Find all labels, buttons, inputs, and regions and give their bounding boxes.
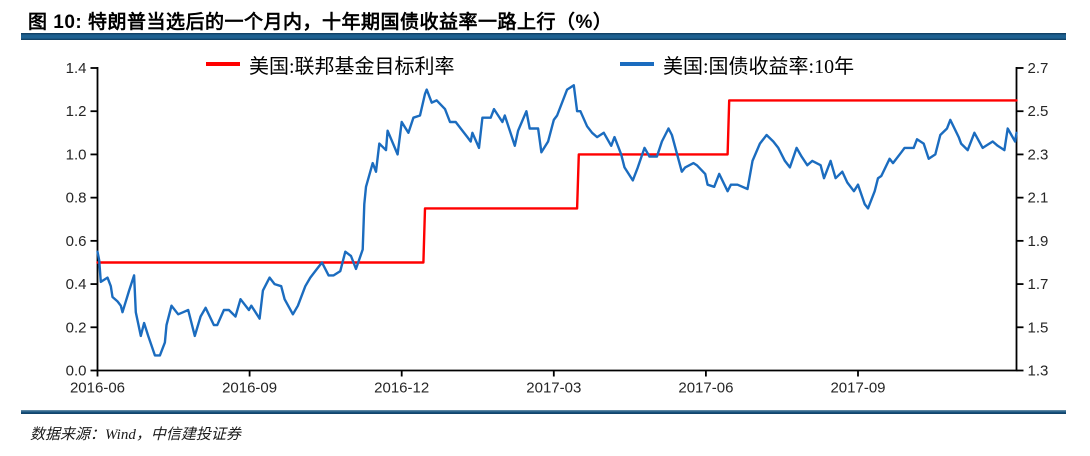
left-axis-tick-label: 0.6 bbox=[66, 233, 87, 250]
left-axis-tick-label: 0.2 bbox=[66, 319, 87, 336]
left-axis-tick-label: 1.2 bbox=[66, 103, 87, 120]
axis-frame bbox=[96, 67, 1018, 372]
legend-label-treasury-10y: 美国:国债收益率:10年 bbox=[663, 55, 855, 78]
x-axis-tick-label: 2017-09 bbox=[830, 380, 885, 397]
legend-label-fed-funds: 美国:联邦基金目标利率 bbox=[249, 55, 455, 78]
left-axis-tick-label: 1.0 bbox=[66, 146, 87, 163]
left-axis-tick-label: 0.8 bbox=[66, 190, 87, 207]
legend-line-swatch-red bbox=[206, 62, 240, 66]
x-axis-tick-label: 2017-03 bbox=[526, 380, 581, 397]
series-fed-funds-target-rate bbox=[96, 99, 1018, 264]
left-axis-tick-label: 0.4 bbox=[66, 276, 87, 293]
x-axis-tick-label: 2016-12 bbox=[374, 380, 429, 397]
x-axis-tick-label: 2016-06 bbox=[70, 380, 125, 397]
right-axis-tick-label: 2.3 bbox=[1028, 146, 1049, 163]
left-axis-tick-label: 1.4 bbox=[66, 60, 87, 77]
right-axis-tick-label: 2.1 bbox=[1028, 190, 1049, 207]
x-axis-tick-label: 2016-09 bbox=[222, 380, 277, 397]
right-axis-tick-label: 2.5 bbox=[1028, 103, 1049, 120]
series-treasury-yield-10y bbox=[96, 84, 1018, 357]
legend-item-fed-funds: 美国:联邦基金目标利率 bbox=[206, 51, 455, 78]
title-divider-bar bbox=[21, 33, 1066, 40]
legend-item-treasury-10y: 美国:国债收益率:10年 bbox=[620, 51, 855, 78]
right-axis-tick-label: 1.3 bbox=[1028, 363, 1049, 380]
right-axis-tick-label: 1.9 bbox=[1028, 233, 1049, 250]
right-axis-tick-label: 2.7 bbox=[1028, 60, 1049, 77]
right-axis-tick-label: 1.5 bbox=[1028, 319, 1049, 336]
data-source-note: 数据来源：Wind，中信建投证券 bbox=[30, 427, 241, 443]
left-axis-tick-label: 0.0 bbox=[66, 363, 87, 380]
right-axis-tick-label: 1.7 bbox=[1028, 276, 1049, 293]
legend-line-swatch-blue bbox=[620, 62, 654, 66]
figure-title: 图 10: 特朗普当选后的一个月内，十年期国债收益率一路上行（%） bbox=[28, 12, 613, 33]
footer-divider-line bbox=[21, 410, 1066, 414]
x-axis-tick-label: 2017-06 bbox=[678, 380, 733, 397]
